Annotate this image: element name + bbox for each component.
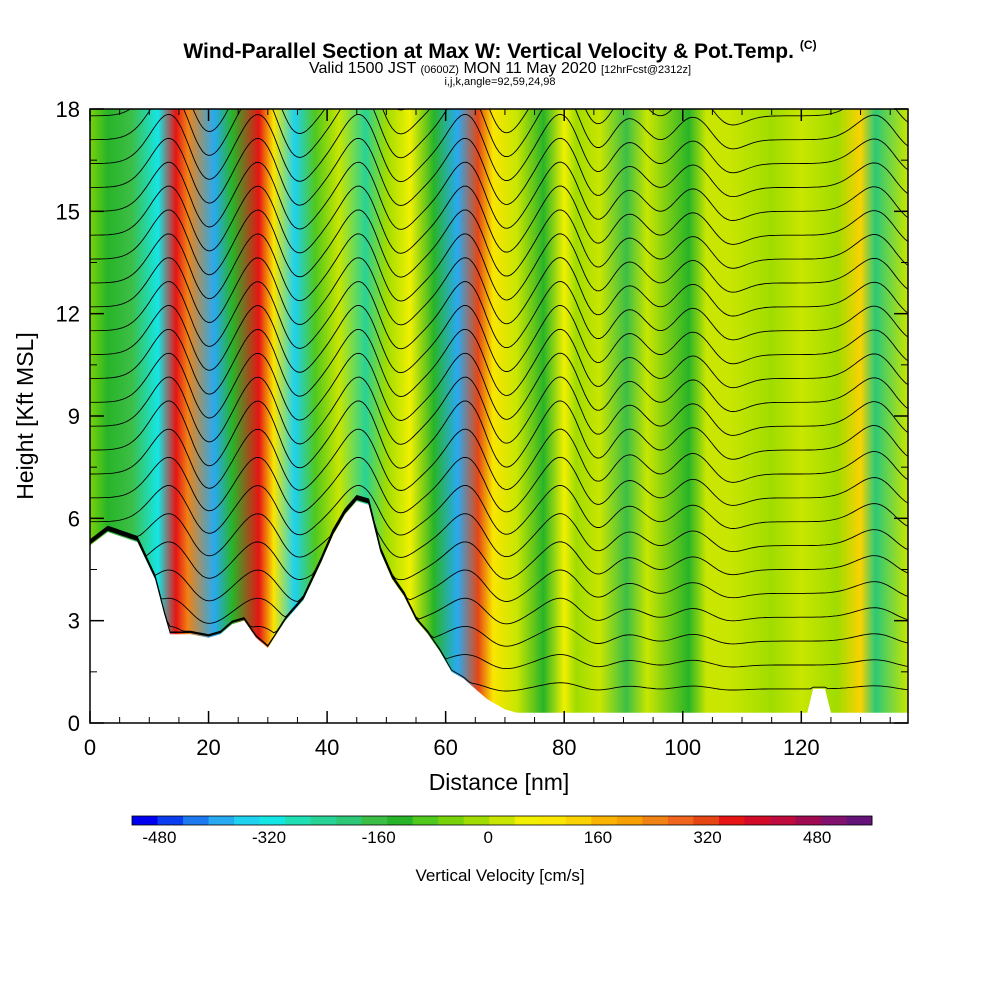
colorbar-swatch xyxy=(514,816,541,825)
colorbar-swatch xyxy=(820,816,847,825)
isentrope-line xyxy=(90,352,908,421)
isentrope-line xyxy=(90,485,908,536)
isentrope-line xyxy=(90,496,908,625)
y-tick-label: 12 xyxy=(56,302,80,327)
colorbar-swatch xyxy=(259,816,286,825)
title-text: Wind-Parallel Section at Max W: Vertical… xyxy=(183,40,794,63)
isentrope-line xyxy=(90,161,908,230)
colorbar-tick-label: -480 xyxy=(142,828,176,847)
isentrope-line xyxy=(90,185,908,254)
isentrope-line xyxy=(90,456,908,514)
colorbar-tick-label: 320 xyxy=(693,828,721,847)
velocity-field xyxy=(90,109,908,723)
valid-date: MON 11 May 2020 xyxy=(463,60,597,77)
colorbar-swatch xyxy=(438,816,465,825)
isentrope-contours xyxy=(90,109,908,692)
isentrope-line xyxy=(90,233,908,302)
colorbar-swatch xyxy=(157,816,184,825)
valid-time: Valid 1500 JST xyxy=(308,60,416,77)
colorbar-swatch xyxy=(642,816,669,825)
isentrope-line xyxy=(90,498,908,670)
isentrope-line xyxy=(90,281,908,350)
chart-title: Wind-Parallel Section at Max W: Vertical… xyxy=(0,38,1000,64)
colorbar-swatch xyxy=(208,816,235,825)
colorbar-swatch xyxy=(234,816,261,825)
colorbar-tick-label: 480 xyxy=(803,828,831,847)
colorbar-swatch xyxy=(387,816,414,825)
isentrope-line xyxy=(90,499,908,692)
isentrope-line xyxy=(90,257,908,326)
y-tick-label: 6 xyxy=(68,506,80,531)
colorbar-swatch xyxy=(132,816,159,825)
isentrope-line xyxy=(90,209,908,278)
isentrope-line xyxy=(90,137,908,207)
colorbar-swatch xyxy=(285,816,312,825)
y-tick-label: 18 xyxy=(56,97,80,122)
isentrope-line xyxy=(90,113,908,183)
isentrope-line xyxy=(90,428,908,491)
valid-zulu: (0600Z) xyxy=(420,64,459,76)
colorbar-swatch xyxy=(744,816,771,825)
x-tick-label: 80 xyxy=(552,735,576,760)
colorbar-tick-label: 0 xyxy=(484,828,493,847)
isentrope-line xyxy=(90,304,908,374)
colorbar-swatch xyxy=(769,816,796,825)
colorbar-tick-label: -160 xyxy=(362,828,396,847)
colorbar-tick-label: -320 xyxy=(252,828,286,847)
isentrope-line xyxy=(90,109,908,159)
y-tick-label: 0 xyxy=(68,711,80,736)
colorbar-swatch xyxy=(718,816,745,825)
grid-indices: i,j,k,angle=92,59,24,98 xyxy=(444,76,556,88)
colorbar-swatch xyxy=(667,816,694,825)
colorbar-swatch xyxy=(846,816,873,825)
colorbar-swatch xyxy=(591,816,618,825)
x-tick-label: 40 xyxy=(315,735,339,760)
colorbar-swatch xyxy=(183,816,210,825)
colorbar-swatch xyxy=(412,816,439,825)
copyright-mark: (C) xyxy=(799,38,817,52)
x-tick-label: 60 xyxy=(433,735,457,760)
isentrope-line xyxy=(90,376,908,445)
colorbar-swatch xyxy=(795,816,822,825)
colorbar-swatch xyxy=(540,816,567,825)
x-axis-label: Distance [nm] xyxy=(429,769,570,795)
isentrope-line xyxy=(90,495,908,581)
colorbar-swatch xyxy=(336,816,363,825)
isentrope-line xyxy=(90,109,908,135)
x-tick-label: 0 xyxy=(84,735,96,760)
x-tick-label: 20 xyxy=(196,735,220,760)
isentrope-line xyxy=(90,496,908,603)
x-tick-label: 100 xyxy=(664,735,701,760)
colorbar-frame xyxy=(131,815,873,826)
chart-subtitle: Valid 1500 JST (0600Z) MON 11 May 2020 [… xyxy=(0,60,1000,78)
y-tick-label: 15 xyxy=(56,199,80,224)
colorbar-label: Vertical Velocity [cm/s] xyxy=(415,866,584,885)
colorbar-swatch xyxy=(489,816,516,825)
isentrope-line xyxy=(90,400,908,469)
colorbar-swatch xyxy=(310,816,337,825)
colorbar-swatch xyxy=(693,816,720,825)
colorbar: -480 -320 -160 0 160 320 480 xyxy=(131,815,873,847)
isentrope-line xyxy=(90,328,908,398)
axes: 0 20 40 60 80 100 120 0 3 6 9 12 15 18 xyxy=(56,97,908,760)
isentrope-line xyxy=(90,497,908,647)
x-tick-label: 120 xyxy=(783,735,820,760)
colorbar-swatch xyxy=(616,816,643,825)
isentrope-line xyxy=(296,109,509,111)
y-tick-label: 3 xyxy=(68,609,80,634)
terrain-mask xyxy=(90,501,908,723)
velocity-shading xyxy=(90,109,908,723)
colorbar-tick-label: 160 xyxy=(584,828,612,847)
forecast-info: [12hrFcst@2312z] xyxy=(600,64,692,76)
colorbar-swatch xyxy=(463,816,490,825)
isentrope-line xyxy=(90,494,908,558)
colorbar-swatch xyxy=(361,816,388,825)
y-tick-label: 9 xyxy=(68,404,80,429)
y-axis-label: Height [Kft MSL] xyxy=(12,332,38,499)
colorbar-swatch xyxy=(565,816,592,825)
